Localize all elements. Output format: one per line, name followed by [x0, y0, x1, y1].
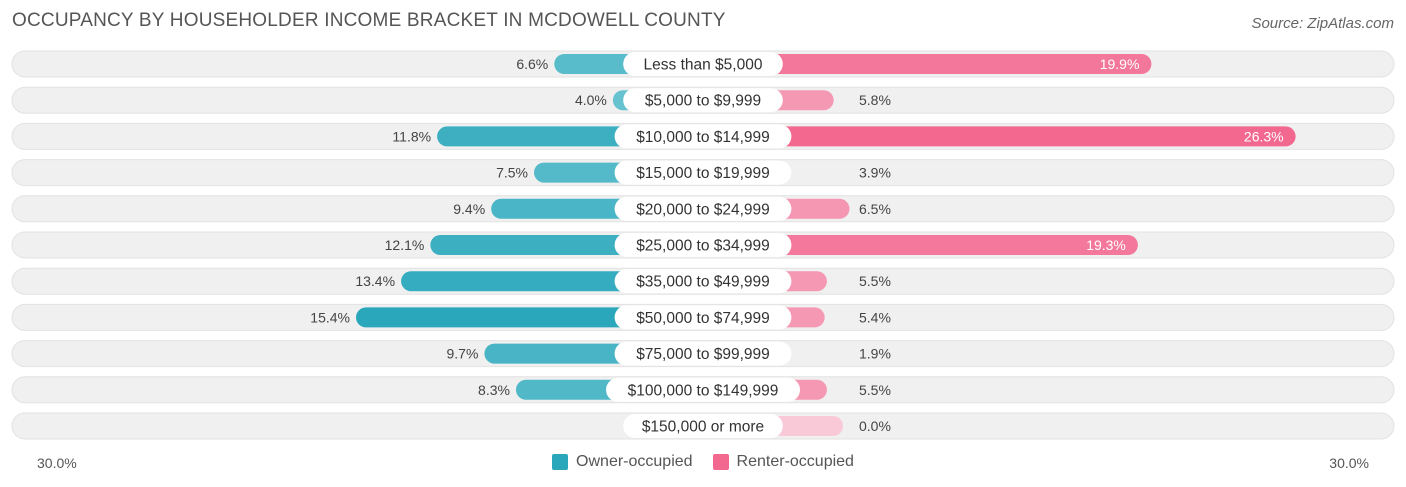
category-label-pill [614, 160, 792, 185]
renter-bar [693, 54, 1152, 74]
category-label-pill [623, 52, 783, 76]
category-label: Less than $5,000 [644, 57, 763, 74]
renter-value-label: 0.0% [859, 418, 891, 434]
category-label: $20,000 to $24,999 [636, 201, 770, 218]
category-label: $75,000 to $99,999 [636, 346, 770, 363]
category-label: $50,000 to $74,999 [636, 310, 770, 327]
renter-value-label: 1.9% [859, 346, 891, 362]
category-label: $150,000 or more [642, 419, 764, 436]
renter-value-label: 5.5% [859, 382, 891, 398]
category-label-pill [614, 196, 792, 221]
owner-value-label: 9.7% [447, 346, 479, 362]
category-label-pill [614, 305, 792, 330]
category-label: $100,000 to $149,999 [628, 382, 779, 399]
legend: Owner-occupied Renter-occupied [0, 453, 1406, 471]
category-label: $15,000 to $19,999 [636, 165, 770, 182]
category-label-pill [623, 414, 783, 438]
owner-value-label: 6.6% [516, 56, 548, 72]
renter-value-label: 19.3% [1086, 237, 1126, 253]
renter-bar [693, 126, 1296, 147]
legend-renter: Renter-occupied [712, 453, 854, 471]
legend-owner-swatch [552, 454, 569, 470]
source-label: Source: ZipAtlas.com [1251, 15, 1394, 32]
category-label-pill [614, 124, 792, 149]
legend-owner-label: Owner-occupied [576, 453, 693, 470]
renter-value-label: 6.5% [859, 201, 891, 217]
category-label-pill [606, 377, 800, 402]
owner-value-label: 11.8% [392, 128, 431, 144]
category-label-pill [614, 269, 792, 294]
category-label-pill [614, 233, 792, 257]
renter-bar [693, 235, 1138, 255]
owner-value-label: 7.5% [496, 165, 528, 181]
legend-renter-swatch [712, 454, 729, 470]
category-label-pill [614, 341, 792, 366]
owner-value-label: 13.4% [355, 273, 395, 289]
owner-value-label: 9.4% [453, 201, 485, 217]
category-label: $5,000 to $9,999 [645, 93, 761, 110]
axis-left-label: 30.0% [37, 455, 77, 471]
renter-value-label: 26.3% [1244, 128, 1284, 144]
chart-title: OCCUPANCY BY HOUSEHOLDER INCOME BRACKET … [12, 10, 726, 31]
axis-right-label: 30.0% [1329, 455, 1369, 471]
owner-value-label: 4.0% [575, 92, 607, 108]
category-label-pill [623, 88, 783, 113]
renter-value-label: 19.9% [1100, 56, 1140, 72]
category-label: $35,000 to $49,999 [636, 274, 770, 291]
owner-value-label: 12.1% [385, 237, 425, 253]
category-label: $25,000 to $34,999 [636, 238, 770, 255]
owner-value-label: 15.4% [310, 309, 350, 325]
legend-owner: Owner-occupied [552, 453, 693, 471]
renter-value-label: 3.9% [859, 165, 891, 181]
renter-value-label: 5.8% [859, 92, 891, 108]
owner-value-label: 8.3% [478, 382, 510, 398]
renter-value-label: 5.4% [859, 309, 891, 325]
legend-renter-label: Renter-occupied [736, 453, 854, 470]
category-label: $10,000 to $14,999 [636, 129, 770, 146]
renter-value-label: 5.5% [859, 273, 891, 289]
